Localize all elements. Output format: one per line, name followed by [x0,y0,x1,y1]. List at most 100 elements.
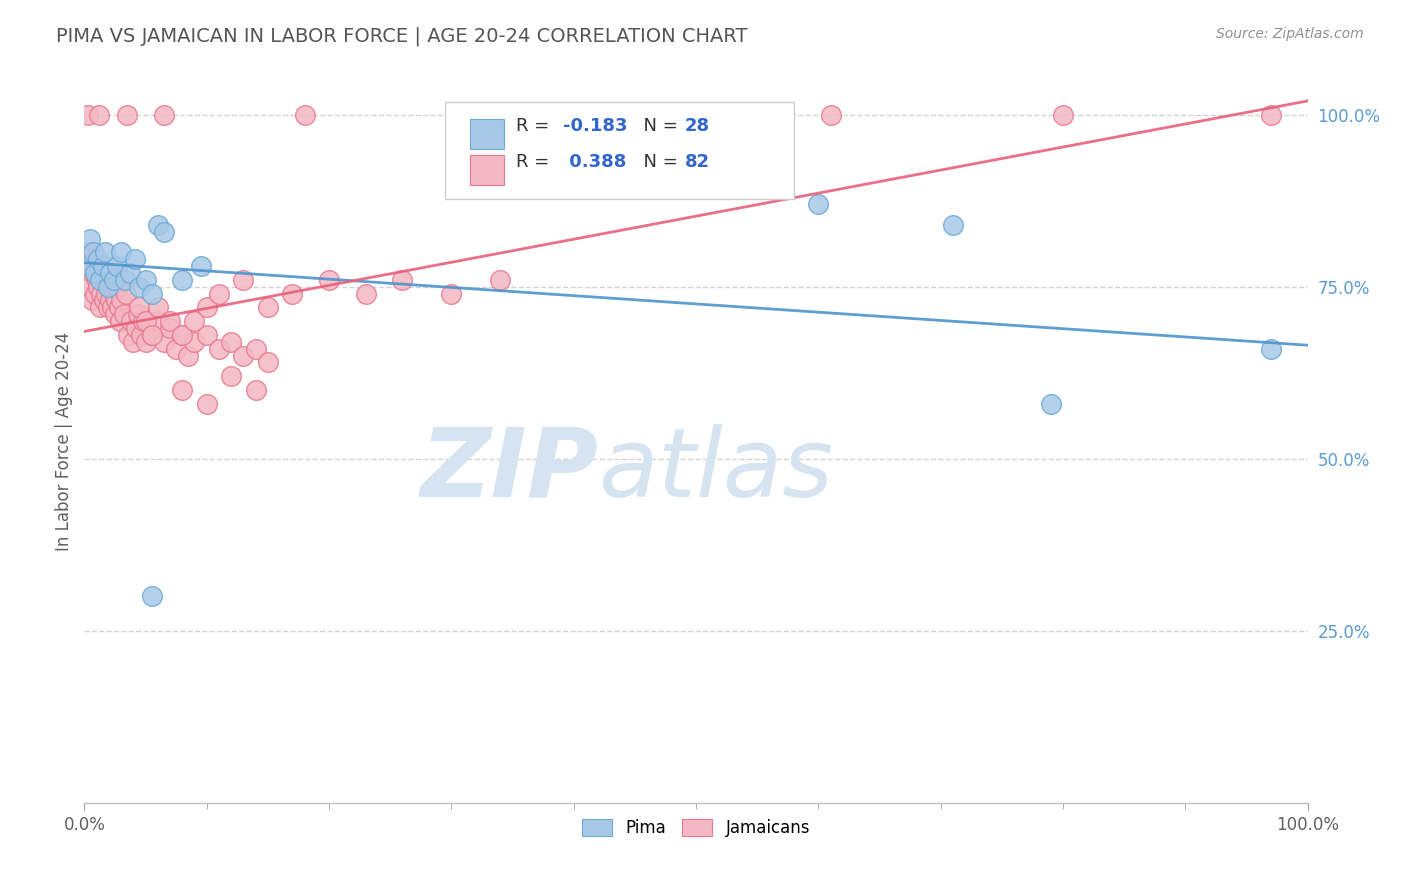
Point [91,273,114,287]
Point [103,286,125,301]
FancyBboxPatch shape [470,154,503,185]
Point [132,314,155,328]
Point [97,279,120,293]
Point [245,342,267,356]
Point [245,383,267,397]
Point [159,321,181,335]
Point [104,307,127,321]
Point [165,342,187,356]
Point [195,397,218,411]
Point [318,273,340,287]
Point [77,259,100,273]
Point [101,301,124,315]
Point [128,301,150,315]
Text: ZIP: ZIP [420,424,598,517]
Point [141,327,163,342]
Point [1052,108,1074,122]
Point [125,321,148,335]
Point [89,301,111,315]
Text: N =: N = [633,117,683,135]
Point [208,342,231,356]
Point [391,273,413,287]
Point [153,108,176,122]
Point [97,301,120,315]
Text: PIMA VS JAMAICAN IN LABOR FORCE | AGE 20-24 CORRELATION CHART: PIMA VS JAMAICAN IN LABOR FORCE | AGE 20… [56,27,748,46]
Point [172,383,194,397]
Point [195,327,218,342]
Point [84,266,107,280]
Point [77,108,100,122]
Point [105,293,128,308]
Point [232,349,254,363]
Point [190,259,212,273]
Point [80,293,103,308]
Point [94,245,117,260]
Point [124,252,146,267]
Point [219,369,242,384]
Point [94,266,117,280]
Point [79,231,101,245]
Point [117,327,139,342]
Point [100,273,122,287]
Point [172,327,194,342]
Point [177,349,200,363]
Point [110,245,132,260]
Point [820,108,842,122]
Point [153,225,176,239]
Point [172,327,194,342]
Point [232,273,254,287]
Text: N =: N = [633,153,683,171]
Point [120,314,142,328]
Point [942,218,965,232]
Point [354,286,377,301]
Point [141,327,163,342]
Text: 82: 82 [685,153,710,171]
Point [105,259,128,273]
Point [84,286,107,301]
Point [87,259,110,273]
Text: Source: ZipAtlas.com: Source: ZipAtlas.com [1216,27,1364,41]
Point [87,108,110,122]
Point [105,279,128,293]
Point [107,301,129,315]
Point [135,334,157,349]
Point [807,197,830,211]
Text: R =: R = [516,117,555,135]
Point [1260,108,1282,122]
Point [103,273,125,287]
Text: 0.388: 0.388 [562,153,626,171]
Point [146,218,169,232]
Point [77,259,100,273]
Point [108,314,131,328]
Point [110,293,132,308]
Text: 28: 28 [685,117,710,135]
Point [79,279,101,293]
Point [281,286,304,301]
Point [127,307,149,321]
Point [115,286,138,301]
Y-axis label: In Labor Force | Age 20-24: In Labor Force | Age 20-24 [55,332,73,551]
Point [82,266,104,280]
Point [489,273,512,287]
Text: R =: R = [516,153,555,171]
Point [91,259,114,273]
Point [87,252,110,267]
Point [118,266,141,280]
Point [135,314,157,328]
Point [208,286,231,301]
Text: -0.183: -0.183 [562,117,627,135]
Point [477,108,499,122]
Point [82,245,104,260]
FancyBboxPatch shape [446,102,794,200]
Point [1039,397,1062,411]
Point [115,108,138,122]
Point [86,273,108,287]
Point [153,334,176,349]
FancyBboxPatch shape [470,119,503,149]
Point [97,279,120,293]
Point [146,314,169,328]
Point [219,334,242,349]
Point [183,314,205,328]
Point [87,279,110,293]
Point [112,307,135,321]
